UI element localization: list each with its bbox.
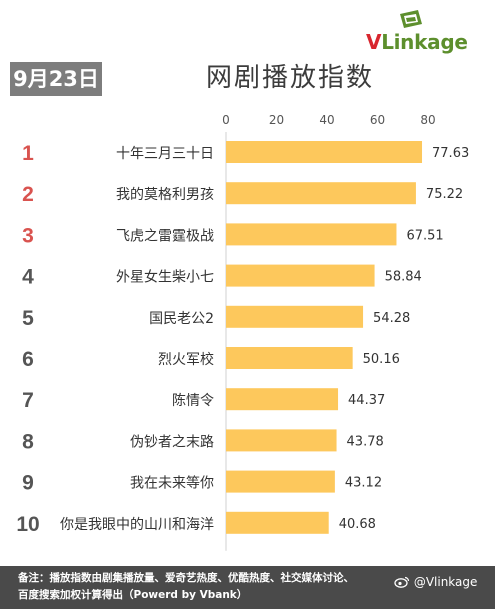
value-label-5: 54.28 (373, 311, 410, 326)
category-label-2: 我的莫格利男孩 (116, 187, 214, 203)
rank-number-8: 8 (22, 430, 34, 453)
footnote-line-2: 百度搜索加权计算得出（Powerd by Vbank） (18, 589, 248, 601)
x-tick-label-1: 20 (269, 113, 284, 127)
bar-2 (226, 182, 416, 205)
footnote-line-1: 备注：播放指数由剧集播放量、爱奇艺热度、优酷热度、社交媒体讨论、 (18, 572, 354, 584)
chart-title: 网剧播放指数 (205, 63, 374, 93)
logo-mark-icon (400, 10, 422, 28)
logo-text-rest: Linkage (381, 30, 468, 54)
value-label-9: 43.12 (345, 476, 382, 491)
vlinkage-logo: VLinkage (366, 8, 486, 54)
value-label-6: 50.16 (363, 352, 400, 367)
rank-number-9: 9 (22, 472, 34, 495)
category-label-1: 十年三月三十日 (116, 146, 214, 162)
category-label-4: 外星女生柴小七 (116, 269, 214, 286)
date-badge: 9月23日 (10, 62, 102, 96)
rank-number-4: 4 (22, 266, 34, 289)
bar-9 (226, 470, 335, 493)
logo-text-v: V (366, 30, 382, 54)
footnote-bar: 备注：播放指数由剧集播放量、爱奇艺热度、优酷热度、社交媒体讨论、 百度搜索加权计… (0, 566, 495, 609)
value-label-2: 75.22 (426, 187, 463, 202)
weibo-watermark: @Vlinkage (394, 575, 477, 589)
weibo-icon (394, 576, 410, 588)
category-label-10: 你是我眼中的山川和海洋 (60, 517, 214, 533)
value-label-3: 67.51 (406, 228, 443, 243)
category-label-8: 伪钞者之末路 (130, 434, 214, 450)
footnote-text: 备注：播放指数由剧集播放量、爱奇艺热度、优酷热度、社交媒体讨论、 百度搜索加权计… (18, 570, 390, 604)
category-label-9: 我在未来等你 (130, 475, 214, 492)
bar-4 (226, 264, 375, 287)
bar-chart: 0 20 40 60 80 1 十年三月三十日 77.63 2 我的莫格利男孩 75.22 3 飞虎之雷… (16, 113, 469, 551)
category-label-3: 飞虎之雷霆极战 (116, 228, 214, 244)
bar-10 (226, 511, 329, 534)
rank-number-6: 6 (22, 348, 34, 371)
rank-number-10: 10 (16, 513, 39, 536)
x-tick-label-4: 80 (420, 113, 435, 127)
bar-1 (226, 141, 423, 163)
weibo-handle: @Vlinkage (413, 575, 478, 589)
x-tick-label-0: 0 (222, 113, 230, 127)
category-label-7: 陈情令 (172, 392, 214, 409)
value-label-7: 44.37 (348, 393, 385, 408)
x-tick-label-3: 60 (370, 113, 385, 127)
logo-text: VLinkage (366, 30, 468, 54)
x-tick-label-2: 40 (319, 113, 334, 127)
value-label-1: 77.63 (432, 146, 469, 161)
rank-number-7: 7 (22, 389, 34, 412)
rank-number-3: 3 (22, 224, 34, 247)
value-label-4: 58.84 (385, 270, 422, 285)
rank-number-5: 5 (22, 307, 34, 330)
bar-7 (226, 388, 339, 411)
bar-3 (226, 223, 397, 246)
rank-number-2: 2 (22, 183, 34, 206)
value-label-10: 40.68 (339, 517, 376, 532)
category-label-5: 国民老公2 (149, 311, 214, 327)
bar-6 (226, 347, 353, 369)
bar-5 (226, 305, 364, 328)
bar-8 (226, 429, 337, 452)
rank-number-1: 1 (22, 142, 34, 165)
value-label-8: 43.78 (347, 434, 384, 449)
category-label-6: 烈火军校 (158, 351, 214, 368)
